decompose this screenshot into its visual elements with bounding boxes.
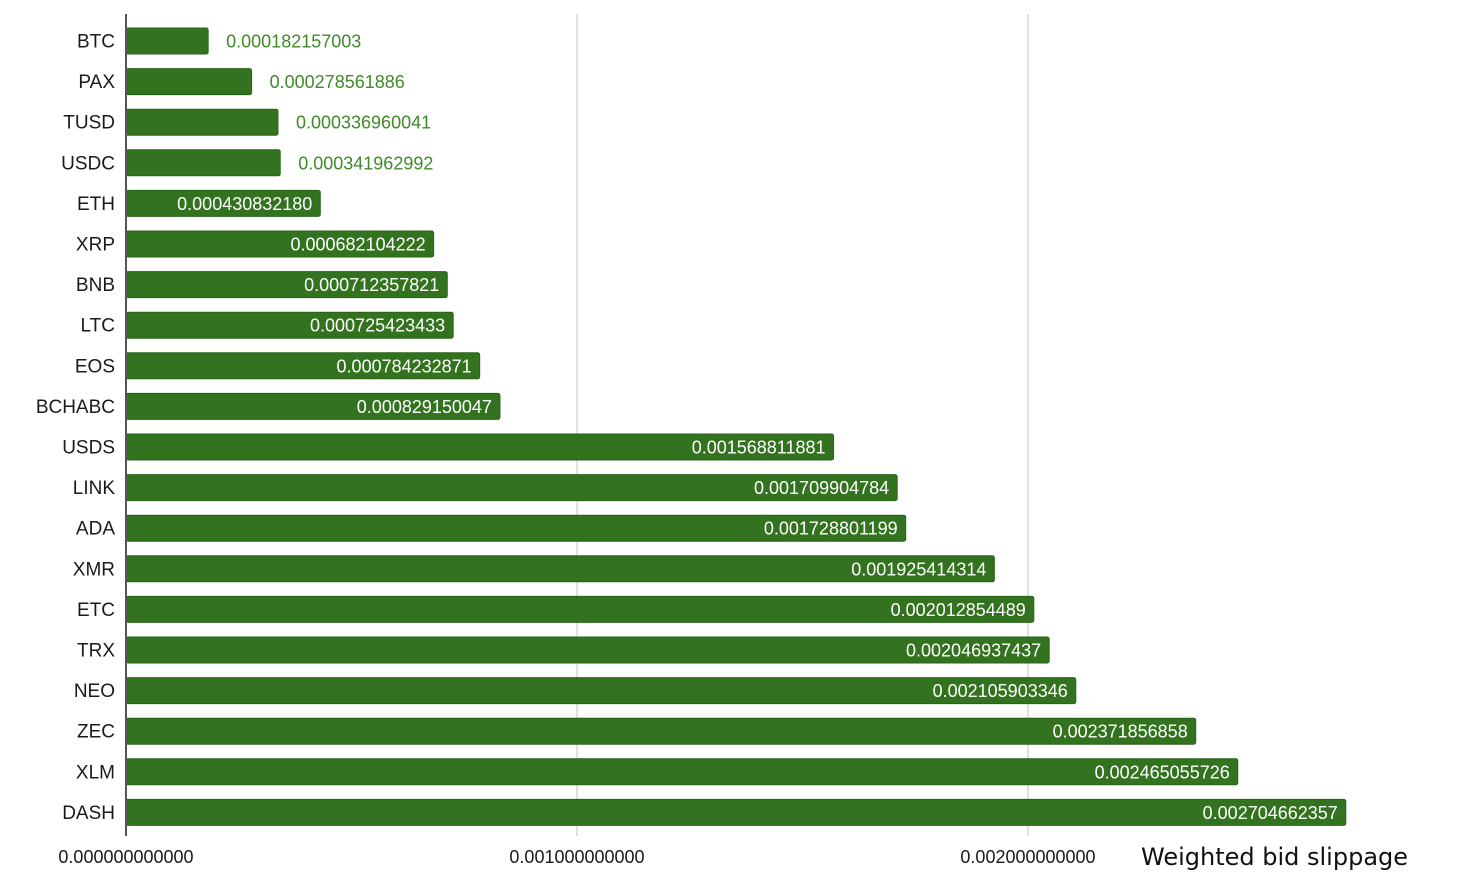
data-label: 0.001709904784: [754, 478, 889, 498]
bar-group: 0.002046937437: [125, 636, 1050, 664]
bar: [125, 798, 1347, 826]
data-label: 0.000682104222: [290, 235, 425, 255]
data-label: 0.000341962992: [298, 153, 433, 173]
category-label: TRX: [77, 641, 115, 662]
bar-group: 0.000725423433: [125, 311, 454, 339]
bar-group: 0.000182157003: [125, 27, 361, 55]
category-label: NEO: [74, 681, 115, 702]
data-label: 0.002465055726: [1095, 762, 1230, 782]
category-label: XLM: [76, 762, 115, 783]
category-label: ETC: [77, 600, 115, 621]
bar-group: 0.001925414314: [125, 555, 995, 583]
category-label: BTC: [77, 32, 115, 53]
bars: 0.000182157003 0.000278561886 0.0003369600…: [125, 27, 1347, 826]
category-label: USDC: [61, 153, 115, 174]
data-label: 0.002012854489: [891, 600, 1026, 620]
x-tick-label: 0.002000000000: [960, 847, 1095, 867]
category-label: DASH: [62, 803, 115, 824]
data-label: 0.001925414314: [851, 559, 986, 579]
data-label: 0.001728801199: [764, 519, 898, 539]
category-label: USDS: [62, 438, 115, 459]
data-label: 0.000430832180: [177, 194, 312, 214]
bar: [125, 717, 1197, 745]
gridlines: [576, 14, 1029, 836]
category-label: XRP: [76, 235, 115, 256]
bar-group: 0.002704662357: [125, 798, 1347, 826]
data-label: 0.000829150047: [357, 397, 492, 417]
category-label: BCHABC: [36, 397, 115, 418]
bar-group: 0.002465055726: [125, 758, 1239, 786]
bar-group: 0.000278561886: [125, 68, 405, 96]
x-tick-labels: 0.000000000000 0.001000000000 0.0020000000…: [58, 847, 1095, 867]
bar-group: 0.000682104222: [125, 230, 435, 258]
category-label: ETH: [77, 194, 115, 215]
category-labels: BTC PAX TUSD USDC ETH XRP BNB LTC EOS BCHABC USDS L…: [36, 32, 116, 824]
bar-group: 0.002105903346: [125, 677, 1077, 705]
bar-group: 0.000430832180: [125, 189, 321, 217]
category-label: XMR: [73, 559, 115, 580]
category-label: ADA: [76, 519, 115, 540]
bar: [125, 68, 253, 96]
bar-group: 0.000336960041: [125, 108, 431, 136]
data-label: 0.002371856858: [1053, 722, 1188, 742]
data-label: 0.000336960041: [296, 113, 431, 133]
bar-group: 0.002012854489: [125, 595, 1035, 623]
data-label: 0.001568811881: [692, 438, 826, 458]
x-tick-label: 0.001000000000: [509, 847, 644, 867]
category-label: TUSD: [63, 113, 115, 134]
category-label: PAX: [78, 72, 115, 93]
bar-group: 0.000829150047: [125, 392, 501, 420]
data-label: 0.000182157003: [226, 32, 361, 52]
bar-group: 0.001728801199: [125, 514, 907, 542]
bar-group: 0.001568811881: [125, 433, 835, 461]
bar: [125, 108, 279, 136]
data-label: 0.000784232871: [337, 356, 472, 376]
bar: [125, 149, 281, 177]
category-label: LTC: [81, 316, 115, 337]
bar-group: 0.001709904784: [125, 474, 898, 502]
data-label: 0.000725423433: [310, 316, 445, 336]
x-axis-title: Weighted bid slippage: [1141, 843, 1408, 871]
data-label: 0.002046937437: [906, 641, 1041, 661]
bar-group: 0.002371856858: [125, 717, 1197, 745]
data-label: 0.002105903346: [933, 681, 1068, 701]
bar-group: 0.000712357821: [125, 271, 448, 299]
category-label: ZEC: [77, 722, 115, 743]
category-label: EOS: [75, 356, 115, 377]
bar: [125, 758, 1239, 786]
data-label: 0.000712357821: [304, 275, 439, 295]
category-label: BNB: [76, 275, 115, 296]
data-label: 0.002704662357: [1203, 803, 1338, 823]
x-tick-label: 0.000000000000: [58, 847, 193, 867]
data-label: 0.000278561886: [270, 72, 405, 92]
bar: [125, 27, 209, 55]
category-label: LINK: [73, 478, 116, 499]
bar-group: 0.000784232871: [125, 352, 481, 380]
bar-group: 0.000341962992: [125, 149, 433, 177]
